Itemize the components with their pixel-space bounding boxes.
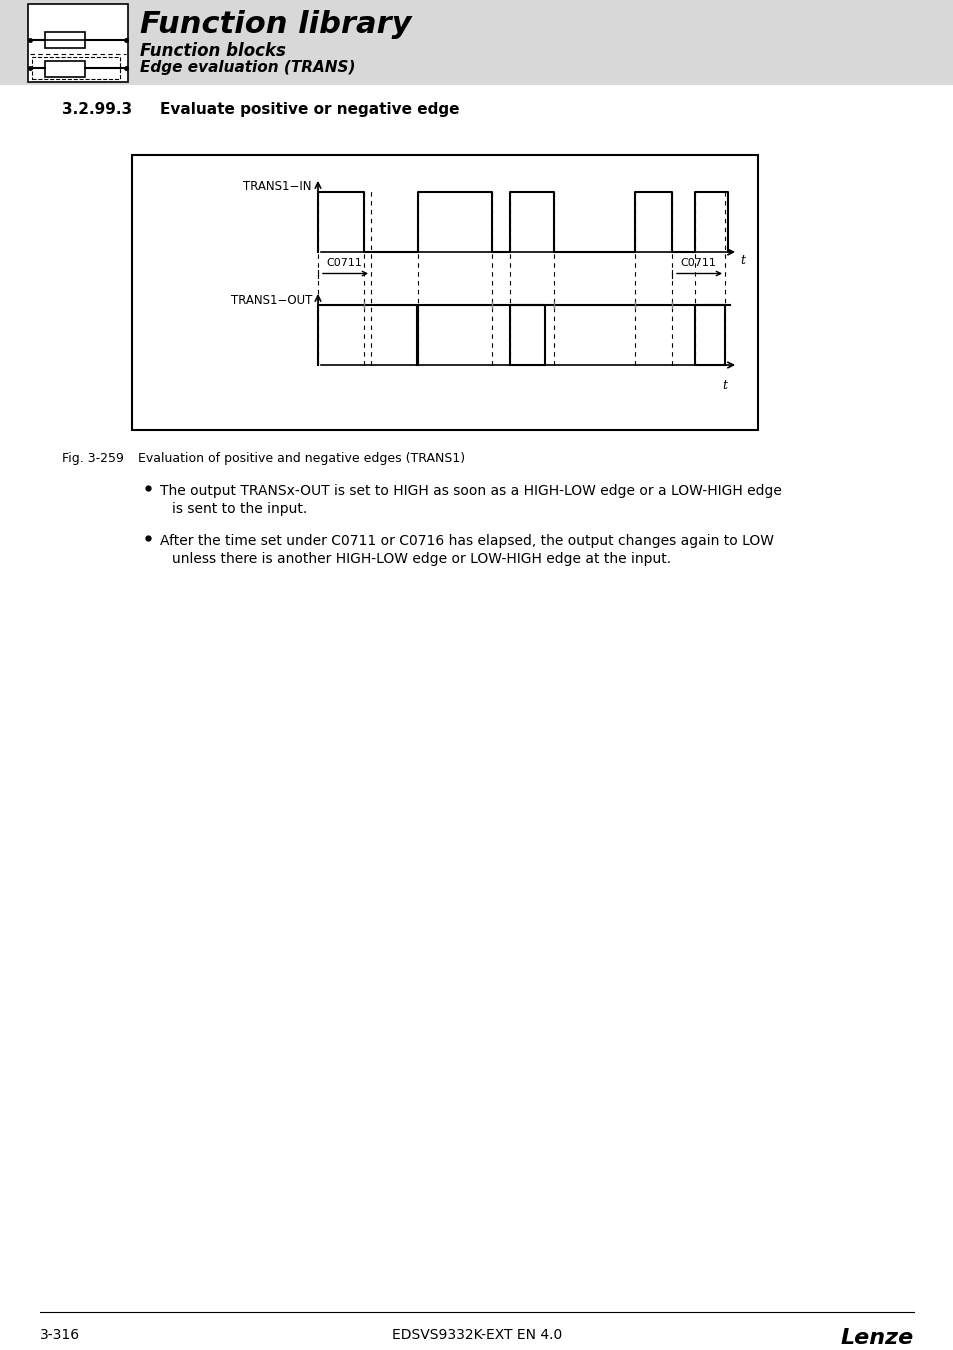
Text: t: t — [721, 379, 727, 391]
Bar — [132, 155, 758, 431]
Text: is sent to the input.: is sent to the input. — [172, 502, 307, 516]
Text: Edge evaluation (TRANS): Edge evaluation (TRANS) — [140, 59, 355, 76]
Text: unless there is another HIGH-LOW edge or LOW-HIGH edge at the input.: unless there is another HIGH-LOW edge or… — [172, 552, 670, 566]
Text: Evaluation of positive and negative edges (TRANS1): Evaluation of positive and negative edge… — [138, 452, 465, 464]
Text: After the time set under C0711 or C0716 has elapsed, the output changes again to: After the time set under C0711 or C0716 … — [160, 535, 773, 548]
Text: C0711: C0711 — [679, 258, 716, 269]
Text: TRANS1−OUT: TRANS1−OUT — [231, 293, 312, 306]
Text: 3.2.99.3: 3.2.99.3 — [62, 103, 132, 117]
Text: t: t — [740, 254, 744, 267]
Text: 3-316: 3-316 — [40, 1328, 80, 1342]
Text: The output TRANSx-OUT is set to HIGH as soon as a HIGH-LOW edge or a LOW-HIGH ed: The output TRANSx-OUT is set to HIGH as … — [160, 485, 781, 498]
Text: Function library: Function library — [140, 9, 411, 39]
Text: C0711: C0711 — [326, 258, 362, 269]
Text: Fig. 3-259: Fig. 3-259 — [62, 452, 124, 464]
Text: EDSVS9332K-EXT EN 4.0: EDSVS9332K-EXT EN 4.0 — [392, 1328, 561, 1342]
Bar — [45, 61, 85, 77]
Text: Lenze: Lenze — [840, 1328, 913, 1349]
Bar — [28, 4, 128, 82]
Text: Function blocks: Function blocks — [140, 42, 286, 59]
Text: TRANS1−IN: TRANS1−IN — [243, 181, 312, 193]
Text: Evaluate positive or negative edge: Evaluate positive or negative edge — [160, 103, 459, 117]
Bar — [45, 32, 85, 49]
Bar — [0, 0, 953, 85]
Bar — [32, 57, 120, 80]
